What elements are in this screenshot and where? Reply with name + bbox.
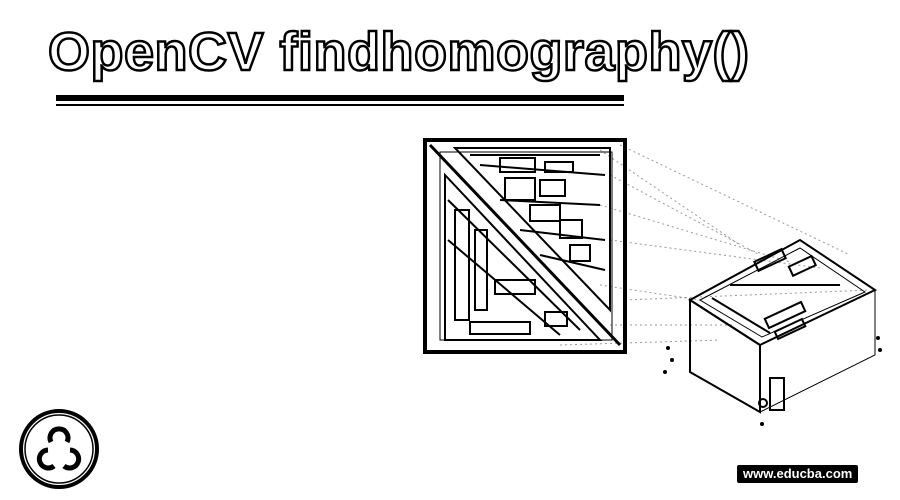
reference-image [423, 138, 627, 354]
transformed-object [688, 238, 878, 414]
scatter-dots [663, 336, 882, 426]
title-underline-thin [56, 104, 624, 106]
title-underline-thick [56, 95, 624, 101]
website-label: www.educba.com [737, 465, 859, 483]
page-title: OpenCV findhomography() [47, 21, 750, 84]
opencv-logo-icon [19, 409, 99, 489]
match-lines [559, 144, 871, 346]
